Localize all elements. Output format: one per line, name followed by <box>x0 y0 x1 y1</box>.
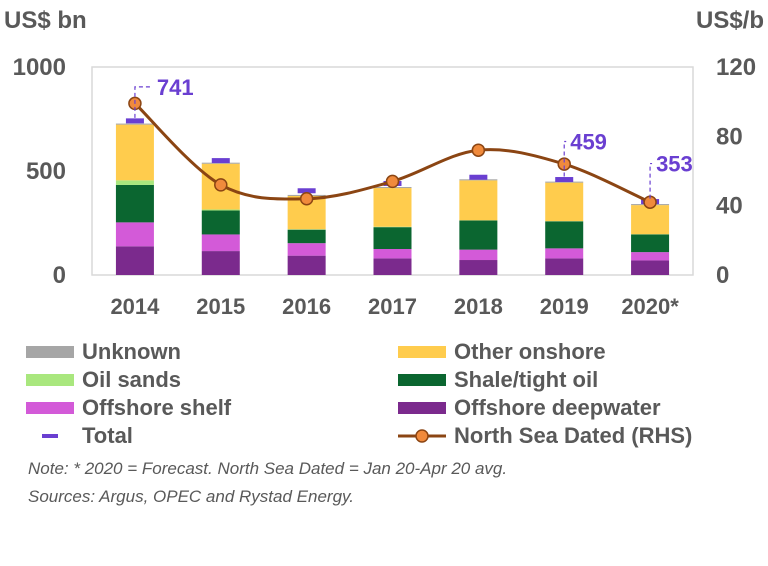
north-sea-point <box>214 178 228 192</box>
x-tick-label: 2020* <box>621 294 679 319</box>
axes: US$ bn US$/b 0 500 1000 0 40 80 120 2014 2015 2016 2… <box>4 7 764 319</box>
bar-segment <box>201 251 240 275</box>
bar-segment <box>287 243 326 256</box>
total-data-label: 353 <box>656 152 693 177</box>
legend-item-other-onshore: Other onshore <box>398 338 606 366</box>
legend-label: Shale/tight oil <box>454 367 599 392</box>
x-tick-label: 2017 <box>368 294 417 319</box>
legend-swatch-oil-sands <box>26 374 74 386</box>
x-tick-label: 2015 <box>196 294 245 319</box>
bar-segment <box>631 252 670 261</box>
legend-label: Total <box>82 423 133 448</box>
bar-segment <box>545 181 584 183</box>
note-line-2: Sources: Argus, OPEC and Rystad Energy. <box>28 487 354 506</box>
x-tick-label: 2016 <box>282 294 331 319</box>
legend-swatch-north-sea <box>398 429 446 443</box>
x-tick-label: 2018 <box>454 294 503 319</box>
bar-segment <box>201 210 240 235</box>
legend-swatch-shale <box>398 374 446 386</box>
bar-segment <box>201 209 240 211</box>
bar-segment <box>373 258 412 275</box>
total-label-leader <box>649 162 653 199</box>
bar-segment <box>115 184 154 223</box>
total-marker <box>555 177 574 183</box>
bar-segment <box>631 260 670 275</box>
total-data-label: 459 <box>570 130 607 155</box>
bar-segment <box>545 182 584 222</box>
bar-segment <box>287 229 326 244</box>
legend-label: Other onshore <box>454 339 606 364</box>
legend-item-shale: Shale/tight oil <box>398 366 598 394</box>
total-label-leader <box>563 140 567 177</box>
bar-segment <box>287 255 326 275</box>
total-data-label: 741 <box>157 75 194 100</box>
total-marker <box>469 174 488 180</box>
right-tick-label: 0 <box>716 262 729 289</box>
legend-label: North Sea Dated (RHS) <box>454 423 693 448</box>
legend-item-unknown: Unknown <box>26 338 181 366</box>
right-tick-label: 80 <box>716 123 743 150</box>
left-axis-title: US$ bn <box>4 7 87 34</box>
bar-segment <box>459 180 498 221</box>
legend-swatch-other-onshore <box>398 346 446 358</box>
total-marker <box>211 158 230 164</box>
bar-segment <box>545 221 584 249</box>
bar-segment <box>373 227 412 249</box>
total-labels: 741 459 353 <box>134 75 693 199</box>
right-tick-label: 120 <box>716 54 756 81</box>
legend-swatch-total <box>42 434 58 438</box>
legend-label: Oil sands <box>82 367 182 392</box>
bar-segment <box>545 258 584 275</box>
bar-segment <box>373 249 412 259</box>
legend: Unknown Other onshore Oil sands Shale/ti… <box>0 338 768 454</box>
left-tick-label: 500 <box>26 158 66 185</box>
bar-segment <box>115 123 154 125</box>
bar-segment <box>115 180 154 185</box>
note-line-1: Note: * 2020 = Forecast. North Sea Dated… <box>28 459 508 478</box>
legend-swatch-unknown <box>26 346 74 358</box>
legend-swatch-offshore-deepwater <box>398 402 446 414</box>
bar-segment <box>459 220 498 250</box>
right-tick-label: 40 <box>716 193 743 220</box>
legend-label: Offshore deepwater <box>454 395 661 420</box>
legend-item-offshore-shelf: Offshore shelf <box>26 394 231 422</box>
bar-segment <box>201 234 240 252</box>
bar-segment <box>115 124 154 181</box>
chart: US$ bn US$/b 0 500 1000 0 40 80 120 2014 2015 2016 2… <box>4 7 764 319</box>
bar-segment <box>115 246 154 275</box>
legend-item-north-sea: North Sea Dated (RHS) <box>398 422 692 450</box>
bar-segment <box>631 205 670 235</box>
x-tick-label: 2019 <box>540 294 589 319</box>
north-sea-point <box>299 191 314 206</box>
bar-segment <box>459 260 498 275</box>
bar-segment <box>459 179 498 181</box>
bar-segment <box>631 234 670 253</box>
legend-label: Offshore shelf <box>82 395 232 420</box>
left-tick-label: 0 <box>53 262 66 289</box>
bar-segment <box>459 249 498 261</box>
right-axis-title: US$/b <box>696 7 764 34</box>
north-sea-point <box>471 143 486 157</box>
legend-item-oil-sands: Oil sands <box>26 366 181 394</box>
legend-item-offshore-deepwater: Offshore deepwater <box>398 394 661 422</box>
north-sea-point <box>385 174 400 189</box>
bar-segment <box>373 188 412 227</box>
x-tick-label: 2014 <box>110 294 160 319</box>
left-tick-label: 1000 <box>13 54 66 81</box>
legend-swatch-offshore-shelf <box>26 402 74 414</box>
north-sea-line <box>128 96 657 209</box>
legend-label: Unknown <box>82 339 181 364</box>
bars <box>115 118 670 275</box>
total-marker <box>297 188 316 194</box>
bar-segment <box>545 248 584 259</box>
bar-segment <box>201 162 240 164</box>
bar-segment <box>115 222 154 247</box>
total-label-leader <box>134 86 153 118</box>
total-marker <box>125 118 144 124</box>
legend-item-total: Total <box>26 422 133 450</box>
north-sea-point <box>557 157 571 171</box>
